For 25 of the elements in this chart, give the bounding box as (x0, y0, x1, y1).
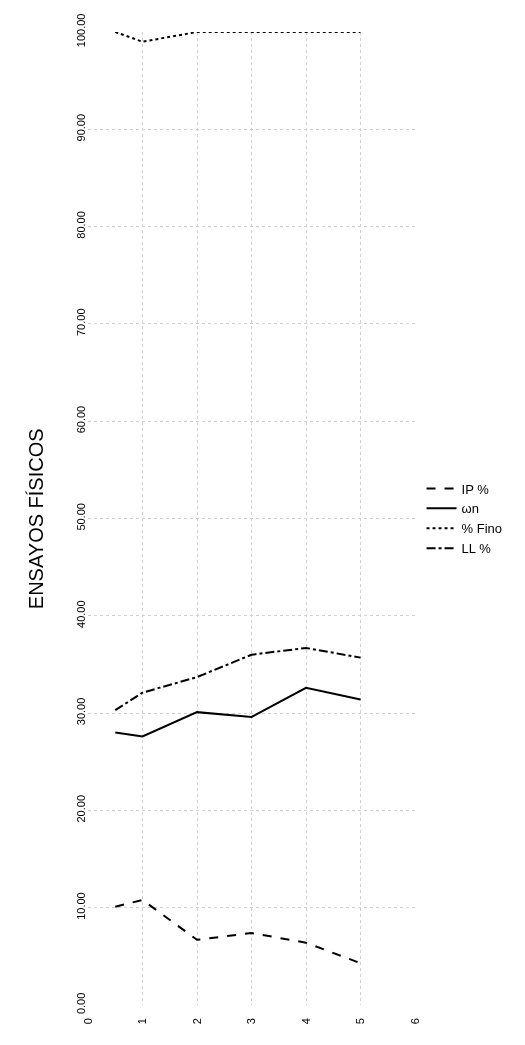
y-tick-label: 0.00 (74, 992, 87, 1015)
legend-label: % Fino (461, 521, 503, 537)
y-tick-label: 60.00 (74, 405, 87, 434)
y-tick-label: 90.00 (74, 113, 87, 142)
x-tick-label: 4 (299, 1018, 312, 1025)
text: ENSAYOS FÍSICOS (25, 428, 48, 610)
legend-label: IP % (461, 481, 490, 497)
x-tick-label: 3 (245, 1018, 258, 1025)
x-tick-label: 0 (81, 1018, 94, 1025)
y-tick-label: 50.00 (74, 503, 87, 531)
x-tick-label: 6 (408, 1018, 421, 1025)
legend-label: ωn (461, 501, 479, 517)
y-tick-label: 30.00 (74, 697, 87, 726)
line-series (114, 646, 362, 712)
y-tick-label: 100.00 (74, 13, 87, 48)
x-tick-label: 2 (190, 1018, 203, 1025)
y-tick-label: 80.00 (74, 211, 87, 239)
line-series (114, 686, 362, 738)
y-tick-label: 10.00 (74, 892, 87, 920)
x-tick-label: 1 (136, 1018, 149, 1025)
x-tick-label: 5 (354, 1018, 367, 1025)
y-tick-label: 20.00 (74, 794, 87, 823)
legend-label: LL % (461, 541, 492, 557)
y-tick-label: 40.00 (74, 600, 87, 628)
y-tick-label: 70.00 (74, 308, 87, 337)
